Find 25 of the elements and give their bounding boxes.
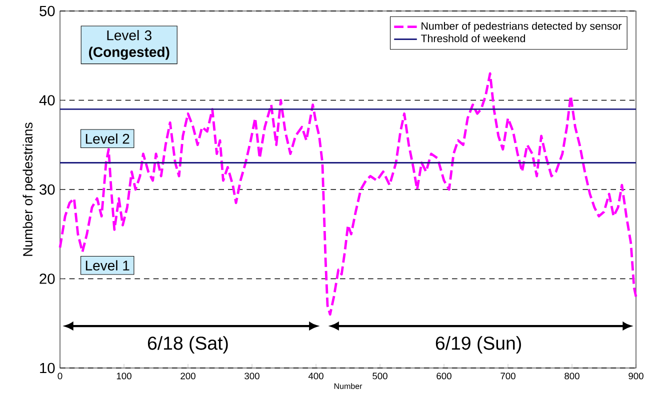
- x-tick-label: 500: [372, 372, 388, 380]
- legend-label: Threshold of weekend: [420, 34, 525, 42]
- x-tick-label: 400: [308, 372, 324, 380]
- annotation: Level 1: [86, 260, 130, 271]
- x-tick-label: 300: [244, 372, 260, 380]
- annotation: Level 2: [86, 133, 130, 144]
- y-tick-label: 30: [40, 184, 55, 195]
- x-tick-label: 0: [58, 372, 62, 380]
- x-axis-title: Number: [334, 383, 362, 390]
- x-tick-label: 900: [628, 372, 644, 380]
- x-tick-label: 200: [180, 372, 196, 380]
- y-tick-label: 20: [40, 274, 55, 284]
- legend-label: Number of pedestrians detected by sensor: [422, 22, 622, 32]
- y-axis-title: Number of pedestrians: [22, 122, 36, 256]
- annotation: 6/18 (Sat): [148, 336, 228, 354]
- line-series: [58, 72, 638, 316]
- annotation: 6/19 (Sun): [436, 336, 521, 354]
- y-tick-label: 50: [40, 6, 55, 16]
- x-tick-label: 600: [436, 372, 452, 380]
- y-tick-label: 40: [39, 95, 55, 106]
- x-tick-label: 800: [564, 372, 580, 380]
- x-tick-label: 100: [116, 372, 132, 380]
- annotation: Level 3 (Congested): [88, 30, 170, 60]
- y-tick-label: 10: [40, 362, 55, 374]
- x-tick-label: 700: [500, 372, 516, 380]
